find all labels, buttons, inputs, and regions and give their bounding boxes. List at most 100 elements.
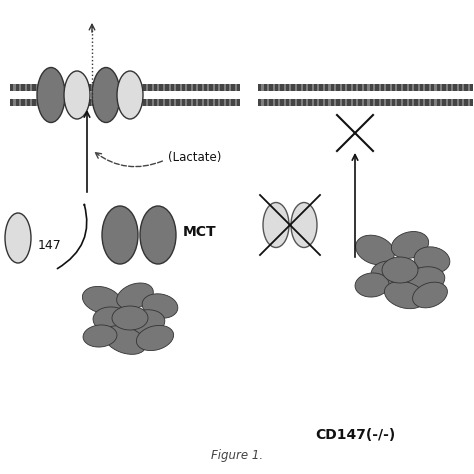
- Bar: [37, 84, 41, 91]
- Bar: [370, 84, 373, 91]
- Bar: [88, 84, 91, 91]
- Bar: [71, 84, 74, 91]
- Bar: [143, 84, 146, 91]
- Bar: [353, 100, 356, 106]
- Bar: [347, 100, 351, 106]
- Bar: [403, 100, 407, 106]
- Bar: [314, 100, 317, 106]
- Bar: [159, 100, 163, 106]
- Ellipse shape: [356, 235, 394, 265]
- Bar: [231, 100, 235, 106]
- Bar: [392, 84, 395, 91]
- Bar: [104, 100, 108, 106]
- Bar: [269, 100, 273, 106]
- Bar: [176, 84, 180, 91]
- Bar: [398, 84, 401, 91]
- Bar: [336, 100, 339, 106]
- Text: Figure 1.: Figure 1.: [211, 448, 263, 462]
- Bar: [187, 84, 191, 91]
- Bar: [308, 84, 312, 91]
- Bar: [425, 84, 429, 91]
- Bar: [154, 100, 157, 106]
- Bar: [447, 100, 451, 106]
- Bar: [65, 100, 69, 106]
- Bar: [386, 84, 390, 91]
- Bar: [132, 100, 135, 106]
- Bar: [459, 100, 462, 106]
- Bar: [470, 84, 474, 91]
- Ellipse shape: [117, 71, 143, 119]
- Ellipse shape: [93, 307, 131, 333]
- Bar: [370, 100, 373, 106]
- Bar: [347, 84, 351, 91]
- Bar: [171, 100, 174, 106]
- Bar: [143, 100, 146, 106]
- Bar: [431, 100, 435, 106]
- Bar: [286, 100, 290, 106]
- Ellipse shape: [142, 294, 178, 318]
- Bar: [280, 84, 284, 91]
- Ellipse shape: [64, 71, 90, 119]
- Bar: [398, 100, 401, 106]
- Bar: [342, 100, 345, 106]
- Bar: [226, 100, 229, 106]
- Bar: [258, 84, 470, 106]
- Bar: [104, 84, 108, 91]
- Ellipse shape: [92, 67, 120, 122]
- Bar: [93, 84, 97, 91]
- Bar: [198, 100, 202, 106]
- Bar: [115, 100, 118, 106]
- Bar: [99, 84, 102, 91]
- Bar: [126, 100, 130, 106]
- Bar: [314, 84, 317, 91]
- Ellipse shape: [382, 257, 418, 283]
- Bar: [442, 84, 446, 91]
- Bar: [292, 100, 295, 106]
- Ellipse shape: [83, 325, 117, 347]
- Bar: [210, 84, 213, 91]
- Bar: [459, 84, 462, 91]
- Bar: [409, 84, 412, 91]
- Bar: [16, 100, 19, 106]
- Bar: [37, 100, 41, 106]
- Bar: [375, 100, 379, 106]
- Bar: [137, 84, 141, 91]
- Bar: [264, 100, 267, 106]
- Ellipse shape: [37, 67, 65, 122]
- Bar: [165, 84, 169, 91]
- Bar: [10, 100, 237, 106]
- Bar: [109, 84, 113, 91]
- Bar: [10, 84, 237, 91]
- Bar: [431, 84, 435, 91]
- Bar: [27, 84, 30, 91]
- Bar: [381, 100, 384, 106]
- Bar: [21, 100, 25, 106]
- Bar: [55, 100, 58, 106]
- Bar: [364, 84, 367, 91]
- Bar: [386, 100, 390, 106]
- Bar: [148, 100, 152, 106]
- Text: (Lactate): (Lactate): [168, 151, 221, 164]
- Bar: [465, 84, 468, 91]
- Bar: [10, 100, 13, 106]
- Bar: [258, 100, 262, 106]
- Bar: [71, 100, 74, 106]
- Bar: [76, 84, 80, 91]
- Bar: [364, 100, 367, 106]
- Bar: [297, 100, 301, 106]
- Bar: [159, 84, 163, 91]
- Bar: [325, 84, 328, 91]
- Bar: [43, 100, 47, 106]
- Bar: [82, 84, 85, 91]
- FancyArrowPatch shape: [57, 204, 87, 269]
- Bar: [21, 84, 25, 91]
- Ellipse shape: [117, 283, 153, 309]
- Bar: [258, 100, 470, 106]
- Bar: [193, 100, 196, 106]
- Bar: [302, 84, 306, 91]
- Bar: [258, 84, 262, 91]
- Bar: [319, 100, 323, 106]
- Bar: [465, 100, 468, 106]
- Bar: [319, 84, 323, 91]
- Bar: [171, 84, 174, 91]
